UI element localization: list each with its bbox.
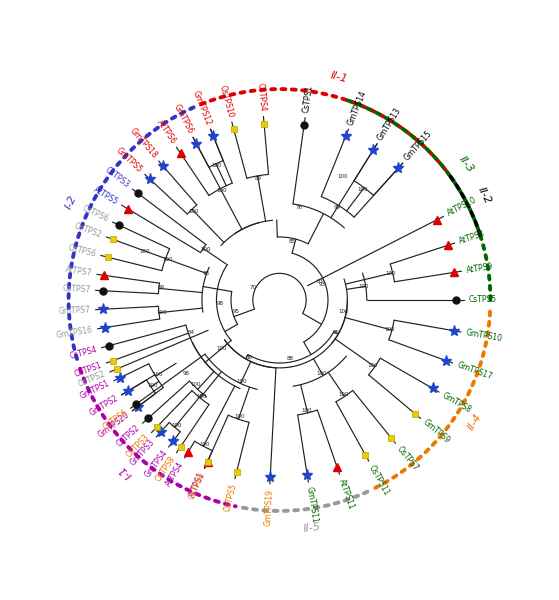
Text: 100: 100 [200,247,210,253]
Text: CsTPS3: CsTPS3 [103,166,131,190]
Text: GmTPS2: GmTPS2 [88,394,120,418]
Text: II-4: II-4 [466,412,484,432]
Text: 85: 85 [333,330,340,335]
Text: CsTPS7: CsTPS7 [63,284,91,295]
Text: 98: 98 [217,301,224,305]
Text: 100: 100 [140,248,150,254]
Text: 100: 100 [152,372,163,377]
Text: 69: 69 [158,285,165,290]
Text: GmTPS13: GmTPS13 [376,106,403,142]
Text: GmTPS11: GmTPS11 [305,486,319,524]
Text: CsTPS6: CsTPS6 [80,204,110,224]
Text: 83: 83 [316,279,323,284]
Text: GmTPS14: GmTPS14 [346,89,368,127]
Text: 100: 100 [385,327,395,332]
Text: AtTPS6: AtTPS6 [155,118,178,146]
Text: OsTPS10: OsTPS10 [217,84,235,119]
Text: 93: 93 [318,282,325,287]
Text: 76: 76 [296,205,302,210]
Text: AtTPS9: AtTPS9 [466,262,494,275]
Text: GmTPS15: GmTPS15 [402,129,434,163]
Text: CsTPS1: CsTPS1 [301,85,314,113]
Text: 100: 100 [156,310,167,315]
Text: 70: 70 [250,285,257,290]
Text: OsTPS3: OsTPS3 [125,433,151,460]
Text: 100: 100 [302,408,312,413]
Text: GmTPS6: GmTPS6 [172,103,195,135]
Text: GmTPS5: GmTPS5 [115,146,144,175]
Text: GmTPS19: GmTPS19 [263,488,274,526]
Text: II-5: II-5 [302,522,321,534]
Text: GmTPS1: GmTPS1 [79,379,111,401]
Text: 100: 100 [148,383,158,388]
Text: 98: 98 [203,271,210,276]
Text: 100: 100 [216,188,227,193]
Text: AtTPS5: AtTPS5 [92,185,120,206]
Text: II-1: II-1 [329,70,349,85]
Text: OsTPS4: OsTPS4 [256,83,268,112]
Text: OsTPS6: OsTPS6 [67,243,97,259]
Text: AtTPS10: AtTPS10 [446,196,479,218]
Text: 89: 89 [254,176,262,181]
Text: 100: 100 [188,209,199,214]
Text: AtTPS7: AtTPS7 [65,265,93,278]
Text: AtTPS4: AtTPS4 [164,460,186,488]
Text: 88: 88 [286,356,293,361]
Text: 85: 85 [288,239,295,244]
Text: OsTPS9: OsTPS9 [187,471,207,501]
Text: GmTPS3: GmTPS3 [128,437,157,467]
Text: AtTPS1: AtTPS1 [187,471,207,499]
Text: 100: 100 [234,415,244,419]
Text: 100: 100 [217,346,227,351]
Text: GmTPS9: GmTPS9 [421,418,452,446]
Text: OsTPS7: OsTPS7 [395,444,420,472]
Text: 100: 100 [171,423,182,428]
Text: GmTPS10: GmTPS10 [465,328,503,344]
Text: GmTPS8: GmTPS8 [441,391,473,415]
Text: 100: 100 [163,257,173,262]
Text: 54: 54 [187,330,194,335]
Text: OsTPS5: OsTPS5 [222,482,238,512]
Text: CsTPS5: CsTPS5 [468,295,497,304]
Text: 100: 100 [357,187,368,192]
Text: 100: 100 [190,382,201,386]
Text: 98: 98 [182,371,190,376]
Text: OsTPS2: OsTPS2 [77,370,107,389]
Text: 86: 86 [245,355,252,360]
Text: 100: 100 [236,379,247,384]
Text: 99: 99 [334,205,341,210]
Text: 100: 100 [368,363,378,368]
Text: 100: 100 [199,442,210,446]
Text: GmTPS12: GmTPS12 [191,89,213,127]
Text: I-2: I-2 [63,194,78,211]
Text: OsTPS2: OsTPS2 [73,221,103,239]
Text: 100: 100 [338,392,348,397]
Text: 100: 100 [317,371,327,376]
Text: CsTPS6: CsTPS6 [101,407,129,431]
Text: II-2: II-2 [476,185,493,206]
Text: CsTPS2: CsTPS2 [115,423,142,449]
Text: GmTPS16: GmTPS16 [55,325,93,340]
Text: GmTPS4: GmTPS4 [143,448,169,479]
Text: II-3: II-3 [457,155,475,175]
Text: 100: 100 [212,163,222,169]
Text: 95: 95 [233,309,240,314]
Text: GmTPS20: GmTPS20 [96,410,131,440]
Text: 100: 100 [339,309,349,314]
Text: AtTPS8: AtTPS8 [458,229,486,246]
Text: 100: 100 [196,394,207,398]
Text: I-1: I-1 [117,463,134,479]
Text: 100: 100 [337,175,348,179]
Text: OsTPS8: OsTPS8 [154,454,178,483]
Text: 100: 100 [385,271,396,276]
Text: 100: 100 [358,284,368,289]
Text: GmTPS18: GmTPS18 [128,127,159,160]
Text: AtTPS11: AtTPS11 [337,478,356,510]
Text: CsTPS4: CsTPS4 [69,344,98,361]
Text: GmTPS7: GmTPS7 [58,305,91,316]
Text: OsTPS1: OsTPS1 [73,361,103,379]
Text: OsTPS11: OsTPS11 [367,463,391,497]
Text: GmTPS17: GmTPS17 [456,361,494,382]
